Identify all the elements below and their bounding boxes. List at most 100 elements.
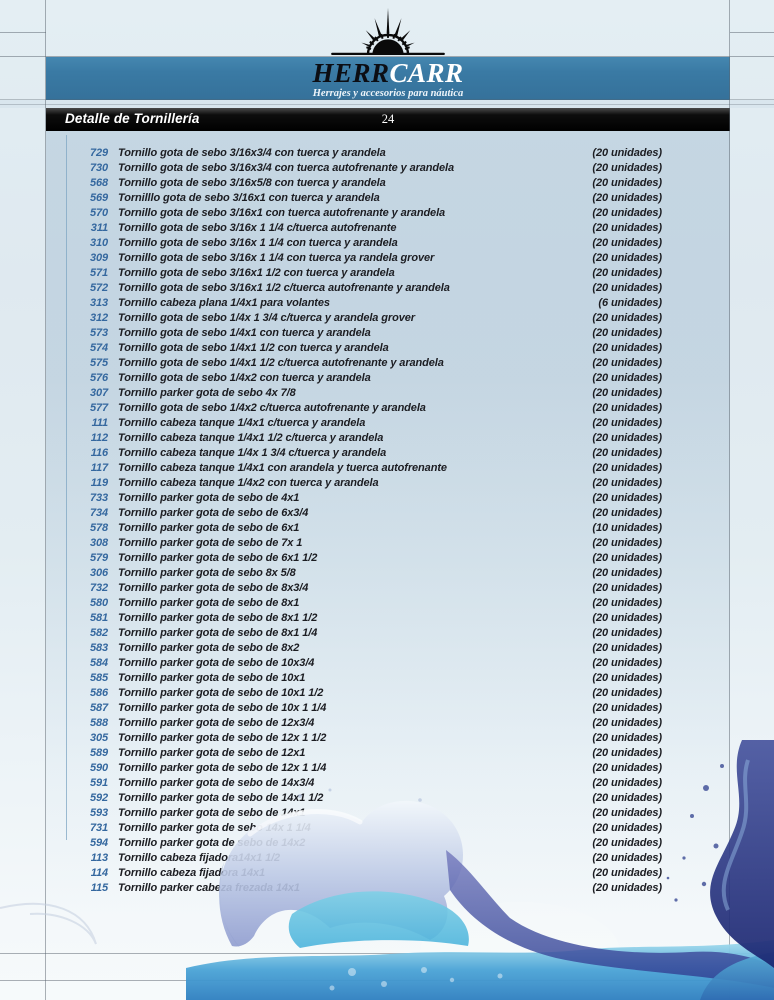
item-quantity: (20 unidades) — [592, 807, 662, 819]
item-quantity: (20 unidades) — [592, 852, 662, 864]
catalog-row: 571 Tornillo gota de sebo 3/16x1 1/2 con… — [68, 266, 662, 281]
catalog-row: 589 Tornillo parker gota de sebo de 12x1… — [68, 746, 662, 761]
catalog-row: 577 Tornillo gota de sebo 1/4x2 c/tuerca… — [68, 401, 662, 416]
brand-tagline: Herrajes y accesorios para náutica — [312, 88, 464, 99]
catalog-row: 592 Tornillo parker gota de sebo de 14x1… — [68, 791, 662, 806]
catalog-row: 588 Tornillo parker gota de sebo de 12x3… — [68, 716, 662, 731]
item-code: 309 — [89, 252, 108, 264]
item-quantity: (20 unidades) — [592, 417, 662, 429]
header-divider-strip — [0, 100, 774, 108]
item-description: Tornillo parker gota de sebo de 10x3/4 — [118, 657, 315, 669]
item-description: Tornillo parker gota de sebo de 10x 1 1/… — [118, 702, 327, 714]
catalog-row: 311 Tornillo gota de sebo 3/16x 1 1/4 c/… — [68, 221, 662, 236]
item-quantity: (10 unidades) — [592, 522, 662, 534]
catalog-row: 593 Tornillo parker gota de sebo de 14x1… — [68, 806, 662, 821]
item-quantity: (20 unidades) — [592, 597, 662, 609]
item-code: 570 — [89, 207, 108, 219]
item-quantity: (20 unidades) — [592, 777, 662, 789]
item-quantity: (20 unidades) — [592, 657, 662, 669]
item-description: Tornillo cabeza tanque 1/4x1 1/2 c/tuerc… — [118, 432, 384, 444]
item-code: 312 — [89, 312, 108, 324]
item-code: 119 — [90, 477, 108, 489]
item-quantity: (20 unidades) — [592, 492, 662, 504]
item-code: 588 — [89, 717, 108, 729]
item-quantity: (20 unidades) — [592, 747, 662, 759]
item-description: Tornillo gota de sebo 1/4x1 1/2 con tuer… — [118, 342, 389, 354]
item-description: Tornillo parker gota de sebo de 4x1 — [118, 492, 300, 504]
item-code: 733 — [89, 492, 108, 504]
item-description: Tornillo gota de sebo 1/4x1 1/2 c/tuerca… — [118, 357, 444, 369]
water-splash-image — [0, 740, 774, 1000]
item-code: 584 — [89, 657, 108, 669]
catalog-row: 579 Tornillo parker gota de sebo de 6x1 … — [68, 551, 662, 566]
item-description: Tornillo parker gota de sebo de 8x1 — [118, 597, 300, 609]
item-description: Tornilllo gota de sebo 3/16x1 con tuerca… — [118, 192, 380, 204]
item-quantity: (20 unidades) — [592, 882, 662, 894]
item-quantity: (20 unidades) — [592, 237, 662, 249]
catalog-row: 590 Tornillo parker gota de sebo de 12x … — [68, 761, 662, 776]
catalog-row: 730 Tornillo gota de sebo 3/16x3/4 con t… — [68, 161, 662, 176]
item-code: 112 — [90, 432, 108, 444]
catalog-row: 582 Tornillo parker gota de sebo de 8x1 … — [68, 626, 662, 641]
item-code: 113 — [90, 852, 108, 864]
item-description: Tornillo parker gota de sebo de 8x1 1/2 — [118, 612, 318, 624]
item-quantity: (20 unidades) — [592, 432, 662, 444]
item-description: Tornillo parker gota de sebo de 12x1 — [118, 747, 306, 759]
item-quantity: (20 unidades) — [592, 867, 662, 879]
item-quantity: (20 unidades) — [592, 207, 662, 219]
catalog-row: 307 Tornillo parker gota de sebo 4x 7/8 … — [68, 386, 662, 401]
item-description: Tornillo gota de sebo 1/4x2 con tuerca y… — [118, 372, 371, 384]
item-code: 307 — [89, 387, 108, 399]
item-description: Tornillo gota de sebo 1/4x1 con tuerca y… — [118, 327, 371, 339]
item-code: 115 — [90, 882, 108, 894]
item-description: Tornillo gota de sebo 3/16x5/8 con tuerc… — [118, 177, 386, 189]
item-description: Tornillo cabeza tanque 1/4x 1 3/4 c/tuer… — [118, 447, 387, 459]
item-code: 582 — [89, 627, 108, 639]
item-code: 308 — [89, 537, 108, 549]
item-code: 729 — [89, 147, 108, 159]
item-quantity: (20 unidades) — [592, 567, 662, 579]
item-description: Tornillo parker gota de sebo 8x 5/8 — [118, 567, 296, 579]
item-quantity: (20 unidades) — [592, 447, 662, 459]
crop-mark-horizontal — [0, 104, 774, 105]
item-code: 586 — [89, 687, 108, 699]
catalog-row: 573 Tornillo gota de sebo 1/4x1 con tuer… — [68, 326, 662, 341]
catalog-row: 112 Tornillo cabeza tanque 1/4x1 1/2 c/t… — [68, 431, 662, 446]
catalog-row: 591 Tornillo parker gota de sebo de 14x3… — [68, 776, 662, 791]
item-description: Tornillo gota de sebo 3/16x3/4 con tuerc… — [118, 147, 386, 159]
item-quantity: (20 unidades) — [592, 717, 662, 729]
item-description: Tornillo gota de sebo 1/4x2 c/tuerca aut… — [118, 402, 426, 414]
item-description: Tornillo parker gota de sebo de 10x1 — [118, 672, 306, 684]
brand-name-right: CARR — [389, 58, 464, 88]
item-code: 568 — [89, 177, 108, 189]
catalog-row: 580 Tornillo parker gota de sebo de 8x1 … — [68, 596, 662, 611]
catalog-row: 729 Tornillo gota de sebo 3/16x3/4 con t… — [68, 146, 662, 161]
item-quantity: (20 unidades) — [592, 402, 662, 414]
item-quantity: (20 unidades) — [592, 477, 662, 489]
item-description: Tornillo gota de sebo 3/16x 1 1/4 con tu… — [118, 237, 398, 249]
item-quantity: (20 unidades) — [592, 627, 662, 639]
item-quantity: (20 unidades) — [592, 342, 662, 354]
item-code: 731 — [89, 822, 108, 834]
catalog-row: 111 Tornillo cabeza tanque 1/4x1 c/tuerc… — [68, 416, 663, 431]
crop-mark-vertical-right — [729, 0, 730, 1000]
item-description: Tornillo gota de sebo 3/16x1 1/2 con tue… — [118, 267, 395, 279]
brand-name-left: HERR — [312, 58, 390, 88]
item-description: Tornillo cabeza tanque 1/4x2 con tuerca … — [118, 477, 379, 489]
catalog-row: 305 Tornillo parker gota de sebo de 12x … — [68, 731, 662, 746]
section-title: Detalle de Tornillería — [65, 111, 200, 126]
item-quantity: (20 unidades) — [592, 252, 662, 264]
item-code: 579 — [89, 552, 108, 564]
item-quantity: (20 unidades) — [592, 462, 662, 474]
item-code: 593 — [89, 807, 108, 819]
catalog-row: 568 Tornillo gota de sebo 3/16x5/8 con t… — [68, 176, 662, 191]
item-quantity: (20 unidades) — [592, 582, 662, 594]
item-description: Tornillo gota de sebo 1/4x 1 3/4 c/tuerc… — [118, 312, 415, 324]
brand-name: HERRCARR — [46, 59, 730, 88]
item-code: 114 — [90, 867, 108, 879]
item-description: Tornillo gota de sebo 3/16x 1 1/4 c/tuer… — [118, 222, 397, 234]
catalog-row: 575 Tornillo gota de sebo 1/4x1 1/2 c/tu… — [68, 356, 662, 371]
catalog-row: 572 Tornillo gota de sebo 3/16x1 1/2 c/t… — [68, 281, 662, 296]
item-description: Tornillo parker gota de sebo de 6x1 — [118, 522, 300, 534]
